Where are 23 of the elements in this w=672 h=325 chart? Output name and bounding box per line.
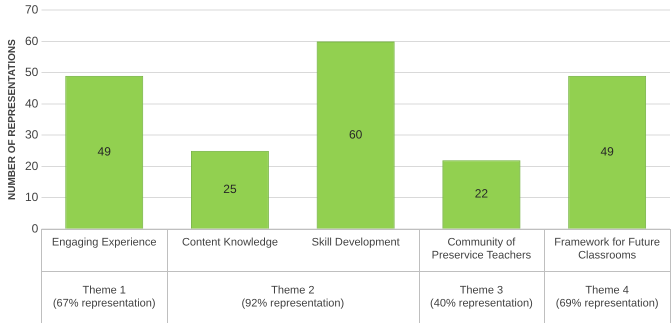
x-tick-label: Skill Development (312, 236, 400, 249)
text: Theme 2 (92% representation) (241, 284, 344, 310)
data-label: 60 (348, 127, 363, 142)
y-tick-label: 30 (24, 128, 39, 142)
y-axis-title: NUMBER OF REPRESENTATIONS (6, 38, 18, 200)
data-label: 25 (223, 182, 237, 196)
x-tick-label: Content Knowledge (182, 236, 278, 249)
y-tick-label: 70 (24, 2, 39, 17)
text: Theme 4 (69% representation) (556, 284, 658, 310)
text: Theme 1 (67% representation) (52, 284, 156, 310)
x-tick-label: Community of Preservice Teachers (432, 236, 532, 262)
x-tick-label: Engaging Experience (52, 236, 156, 249)
x-tick-label: Framework for Future Classrooms (554, 236, 660, 262)
y-tick-label: 50 (24, 65, 39, 80)
text: Theme 3 (40% representation) (430, 284, 533, 310)
data-label: 49 (98, 144, 112, 158)
data-label: 22 (474, 186, 488, 201)
y-tick-label: 10 (24, 190, 39, 204)
y-tick-label: 60 (24, 34, 39, 48)
data-label: 49 (600, 144, 614, 158)
y-tick-label: 40 (24, 96, 39, 110)
y-tick-label: 0 (32, 221, 39, 236)
y-tick-label: 20 (24, 158, 39, 173)
